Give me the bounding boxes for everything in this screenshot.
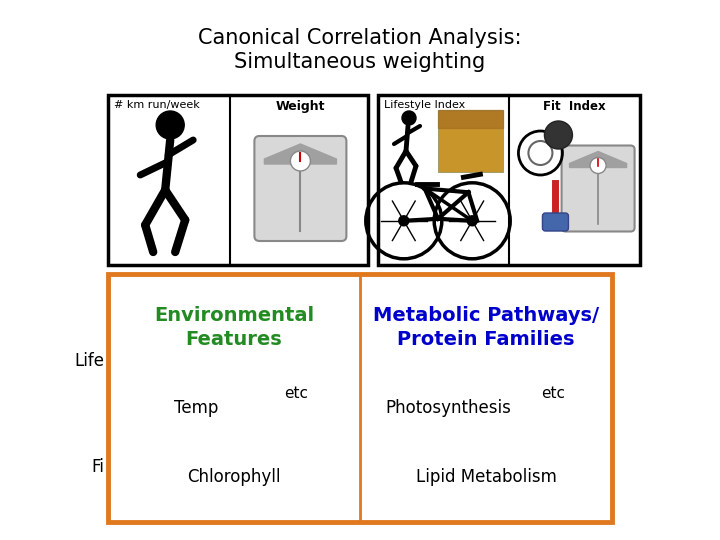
Bar bbox=[108, 274, 612, 522]
Text: Temp: Temp bbox=[174, 399, 218, 417]
FancyBboxPatch shape bbox=[254, 136, 346, 241]
Text: Fi: Fi bbox=[91, 458, 104, 476]
Bar bbox=[378, 95, 640, 265]
Circle shape bbox=[544, 121, 572, 149]
FancyBboxPatch shape bbox=[562, 145, 634, 232]
Circle shape bbox=[402, 111, 416, 125]
Text: Lifestyle Index: Lifestyle Index bbox=[384, 100, 465, 110]
FancyBboxPatch shape bbox=[542, 213, 569, 231]
Text: Lipid Metabolism: Lipid Metabolism bbox=[415, 468, 557, 487]
Text: Canonical Correlation Analysis:: Canonical Correlation Analysis: bbox=[198, 28, 522, 48]
Text: Environmental
Features: Environmental Features bbox=[154, 306, 314, 349]
Text: Simultaneous weighting: Simultaneous weighting bbox=[235, 52, 485, 72]
Text: Photosynthesis: Photosynthesis bbox=[385, 399, 511, 417]
Bar bbox=[108, 95, 368, 265]
Text: Life: Life bbox=[74, 352, 104, 370]
Circle shape bbox=[467, 216, 477, 226]
Circle shape bbox=[528, 141, 552, 165]
Circle shape bbox=[590, 158, 606, 173]
Text: Weight: Weight bbox=[276, 100, 325, 113]
Text: # km run/week: # km run/week bbox=[114, 100, 199, 110]
Text: Chlorophyll: Chlorophyll bbox=[187, 468, 281, 487]
Polygon shape bbox=[438, 110, 503, 128]
Text: Metabolic Pathways/
Protein Families: Metabolic Pathways/ Protein Families bbox=[373, 306, 599, 349]
Text: etc: etc bbox=[284, 386, 308, 401]
Bar bbox=[438, 110, 503, 172]
Circle shape bbox=[399, 216, 409, 226]
Polygon shape bbox=[570, 152, 626, 167]
Text: Fit  Index: Fit Index bbox=[543, 100, 606, 113]
Circle shape bbox=[156, 111, 184, 139]
Text: etc: etc bbox=[541, 386, 565, 401]
Circle shape bbox=[290, 151, 310, 171]
Polygon shape bbox=[264, 144, 336, 164]
